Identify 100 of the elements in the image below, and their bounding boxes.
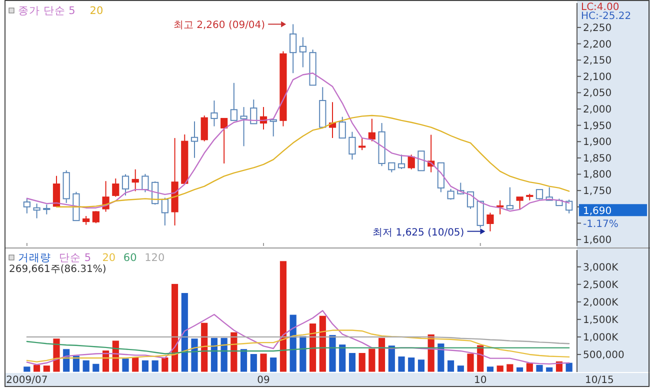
candlestick: [358, 138, 366, 151]
text: 거래량: [18, 252, 51, 264]
candlestick: [418, 150, 425, 172]
bar: [210, 337, 218, 372]
text: LC:4.00: [581, 2, 620, 13]
bar: [220, 337, 228, 372]
line-series: [26, 330, 570, 362]
text: 종가 단순 5: [18, 5, 76, 17]
text: -1.17%: [583, 219, 618, 230]
annotation: 최저 1,625 (10/05): [372, 227, 464, 238]
y-tick-label: 2,000: [583, 104, 612, 116]
line-series: [26, 340, 570, 354]
candlestick: [161, 197, 168, 226]
candlestick: [200, 115, 208, 142]
text: 120: [144, 252, 165, 264]
text: 단순 5: [59, 252, 92, 264]
bar: [270, 357, 278, 372]
line-series: [26, 336, 570, 344]
y-tick-label: 1,800: [583, 170, 612, 181]
bar: [279, 260, 288, 372]
y-tick-label: 1,750: [583, 186, 612, 198]
bar: [200, 322, 208, 372]
bar: [437, 343, 445, 372]
candlestick: [348, 131, 356, 160]
candlestick: [536, 189, 544, 200]
text: HC:-25.22: [581, 11, 632, 22]
candlestick: [290, 24, 297, 74]
candlestick: [220, 118, 228, 164]
bar: [546, 366, 554, 372]
bar: [170, 283, 179, 372]
candlestick: [92, 210, 100, 224]
candlestick: [388, 162, 396, 173]
bar: [161, 357, 169, 372]
bar: [299, 336, 307, 372]
text: 10/15: [585, 375, 614, 386]
y-tick-label: 2,100: [583, 72, 612, 83]
text: 60: [123, 252, 137, 264]
bar: [328, 334, 336, 372]
candlestick: [398, 154, 406, 170]
bar: [72, 355, 80, 372]
y-tick-label: 2,250: [583, 22, 612, 34]
bar: [358, 352, 366, 372]
bar: [92, 363, 100, 372]
bar: [516, 366, 524, 372]
candlestick: [270, 118, 277, 137]
y-tick-label: 1,500K: [583, 314, 619, 326]
bar: [526, 362, 534, 372]
candlestick: [250, 99, 258, 124]
bar: [308, 323, 317, 372]
x-tick-label: 10: [474, 375, 487, 386]
y-tick-label: 2,150: [583, 56, 612, 67]
bar: [456, 365, 464, 372]
bar: [565, 362, 573, 372]
y-tick-label: 2,500K: [583, 280, 619, 291]
y-tick-label: 1,600: [583, 234, 612, 246]
annotation: 최고 2,260 (09/04): [173, 20, 266, 32]
y-tick-label: 500,000: [583, 350, 624, 361]
annotation: 269,661주(86.31%): [9, 264, 106, 275]
bar: [506, 364, 514, 372]
bar: [122, 358, 130, 372]
bar: [250, 354, 258, 372]
bar: [338, 344, 346, 372]
x-tick-label: 2009/07: [6, 375, 48, 386]
y-tick-label: 3,000K: [583, 262, 619, 274]
candlestick: [142, 173, 149, 193]
y-tick-label: 2,200: [583, 39, 612, 50]
bar: [23, 366, 31, 372]
bar: [486, 366, 494, 372]
bar: [230, 332, 238, 372]
candlestick: [466, 191, 474, 210]
bar: [190, 338, 198, 372]
bar: [102, 350, 110, 372]
candlestick: [516, 196, 524, 210]
candlestick: [240, 106, 248, 147]
candlestick: [52, 175, 60, 208]
bar: [466, 353, 474, 372]
candlestick: [33, 203, 40, 219]
candlestick: [368, 118, 376, 142]
candlestick: [23, 198, 30, 214]
candlestick: [408, 154, 415, 170]
candlestick: [122, 174, 130, 196]
bar: [289, 314, 297, 372]
text: 20: [102, 252, 116, 264]
bar: [348, 352, 356, 372]
y-tick-label: 1,950: [583, 120, 612, 132]
candlestick: [210, 100, 218, 127]
y-tick-label: 1,850: [583, 153, 612, 164]
bar: [32, 364, 41, 372]
text: 1,690: [583, 206, 612, 218]
candlestick: [338, 116, 346, 139]
candlestick: [43, 204, 50, 215]
bar: [151, 360, 159, 372]
y-tick-label: 1,000K: [583, 332, 619, 344]
y-tick-label: 2,050: [583, 88, 612, 100]
y-tick-label: 1,900: [583, 137, 612, 148]
candlestick: [112, 178, 120, 198]
bar: [42, 365, 50, 372]
bar: [417, 359, 426, 372]
bar: [368, 348, 376, 372]
text: 20: [90, 5, 104, 17]
